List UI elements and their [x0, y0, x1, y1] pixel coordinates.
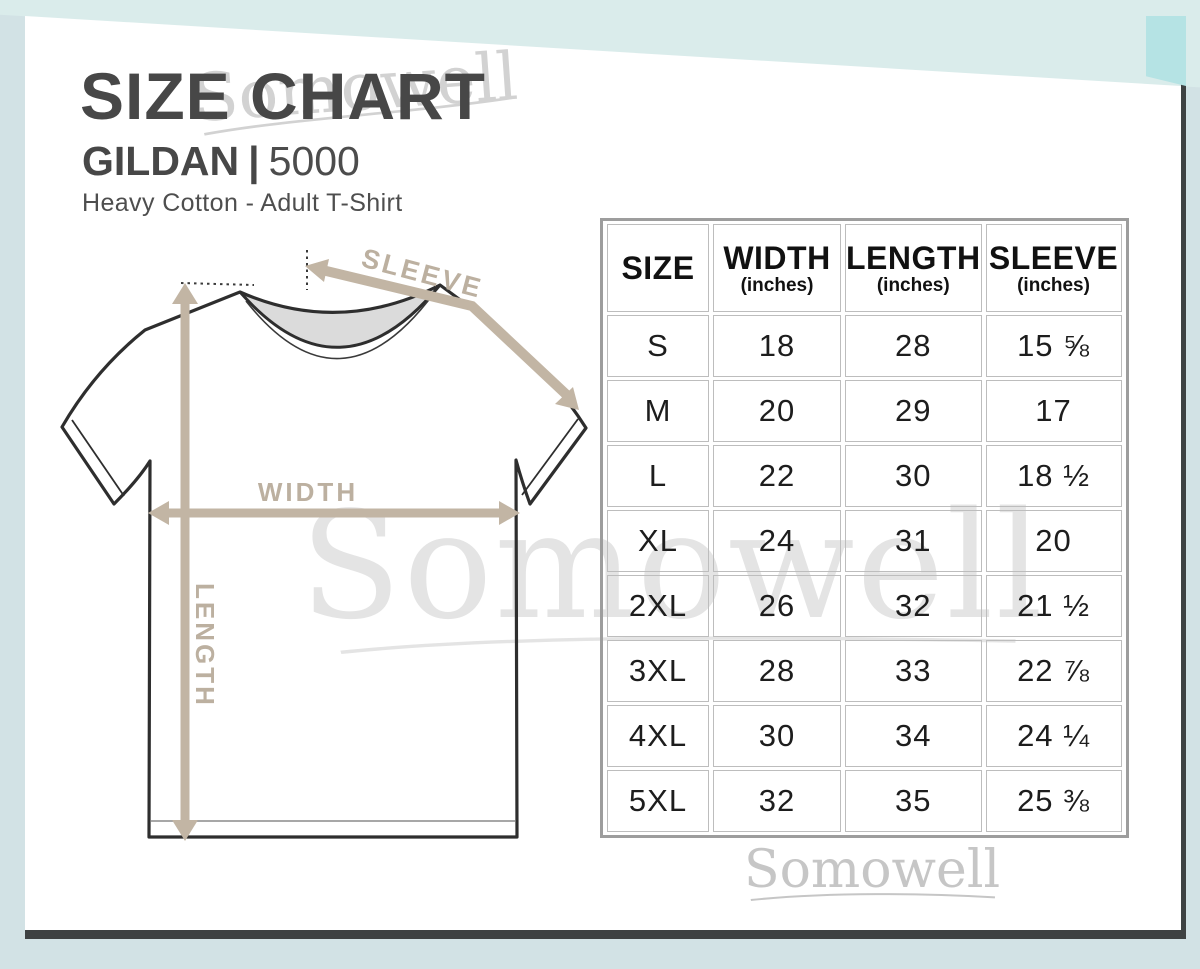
table-row: S 18 28 15 ⅝ — [607, 315, 1122, 377]
sleeve-cell: 22 ⅞ — [985, 640, 1122, 702]
width-cell: 24 — [713, 510, 841, 572]
brand-line: GILDAN | 5000 — [82, 138, 360, 185]
length-cell: 28 — [845, 315, 982, 377]
table-row: M 20 29 17 — [607, 380, 1122, 442]
col-header-length: LENGTH (inches) — [845, 224, 982, 312]
width-cell: 26 — [713, 575, 841, 637]
width-cell: 20 — [713, 380, 841, 442]
card-right-edge — [1181, 55, 1186, 938]
sleeve-cell: 18 ½ — [985, 445, 1122, 507]
table-row: XL 24 31 20 — [607, 510, 1122, 572]
width-cell: 32 — [713, 770, 841, 832]
size-cell: L — [607, 445, 709, 507]
length-cell: 31 — [845, 510, 982, 572]
length-cell: 35 — [845, 770, 982, 832]
col-header-width: WIDTH (inches) — [713, 224, 841, 312]
table-row: 2XL 26 32 21 ½ — [607, 575, 1122, 637]
width-cell: 18 — [713, 315, 841, 377]
sleeve-cell: 24 ¼ — [985, 705, 1122, 767]
width-cell: 30 — [713, 705, 841, 767]
length-cell: 29 — [845, 380, 982, 442]
length-cell: 32 — [845, 575, 982, 637]
width-cell: 22 — [713, 445, 841, 507]
sleeve-cell: 25 ⅜ — [985, 770, 1122, 832]
table-row: 3XL 28 33 22 ⅞ — [607, 640, 1122, 702]
width-cell: 28 — [713, 640, 841, 702]
corner-accent — [1146, 16, 1186, 86]
model-number: 5000 — [268, 138, 360, 184]
sleeve-cell: 20 — [985, 510, 1122, 572]
table-row: L 22 30 18 ½ — [607, 445, 1122, 507]
page-title: SIZE CHART — [80, 59, 486, 133]
length-cell: 30 — [845, 445, 982, 507]
size-cell: XL — [607, 510, 709, 572]
sleeve-cell: 17 — [985, 380, 1122, 442]
size-cell: 3XL — [607, 640, 709, 702]
col-header-sleeve: SLEEVE (inches) — [985, 224, 1122, 312]
brand-name: GILDAN — [82, 138, 240, 184]
size-cell: M — [607, 380, 709, 442]
table-row: 5XL 32 35 25 ⅜ — [607, 770, 1122, 832]
sleeve-cell: 15 ⅝ — [985, 315, 1122, 377]
size-table: SIZE WIDTH (inches) LENGTH (inches) SLEE… — [600, 218, 1129, 838]
size-cell: S — [607, 315, 709, 377]
table-header-row: SIZE WIDTH (inches) LENGTH (inches) SLEE… — [607, 224, 1122, 312]
size-cell: 4XL — [607, 705, 709, 767]
table-row: 4XL 30 34 24 ¼ — [607, 705, 1122, 767]
card-bottom-edge — [25, 930, 1186, 939]
size-cell: 2XL — [607, 575, 709, 637]
sleeve-cell: 21 ½ — [985, 575, 1122, 637]
size-cell: 5XL — [607, 770, 709, 832]
page-subtitle: Heavy Cotton - Adult T-Shirt — [82, 189, 403, 217]
col-header-size: SIZE — [607, 224, 709, 312]
brand-divider: | — [248, 138, 260, 184]
length-cell: 33 — [845, 640, 982, 702]
length-cell: 34 — [845, 705, 982, 767]
